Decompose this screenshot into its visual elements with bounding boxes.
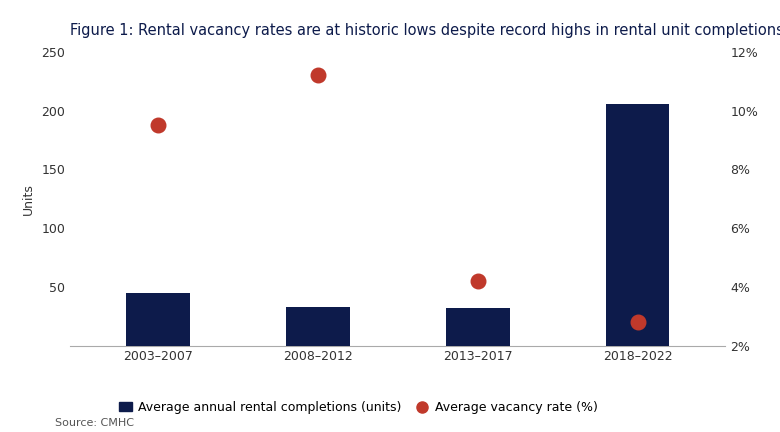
Point [631,319,644,326]
Point [471,277,484,284]
Point [152,122,165,129]
Bar [286,307,350,346]
Bar [605,104,669,346]
Legend: Average annual rental completions (units), Average vacancy rate (%): Average annual rental completions (units… [114,396,603,419]
Text: Figure 1: Rental vacancy rates are at historic lows despite record highs in rent: Figure 1: Rental vacancy rates are at hi… [70,23,780,38]
Point [312,72,324,79]
Y-axis label: Units: Units [22,183,34,215]
Bar [445,308,509,346]
Text: Source: CMHC: Source: CMHC [55,418,133,428]
Bar [126,293,190,346]
